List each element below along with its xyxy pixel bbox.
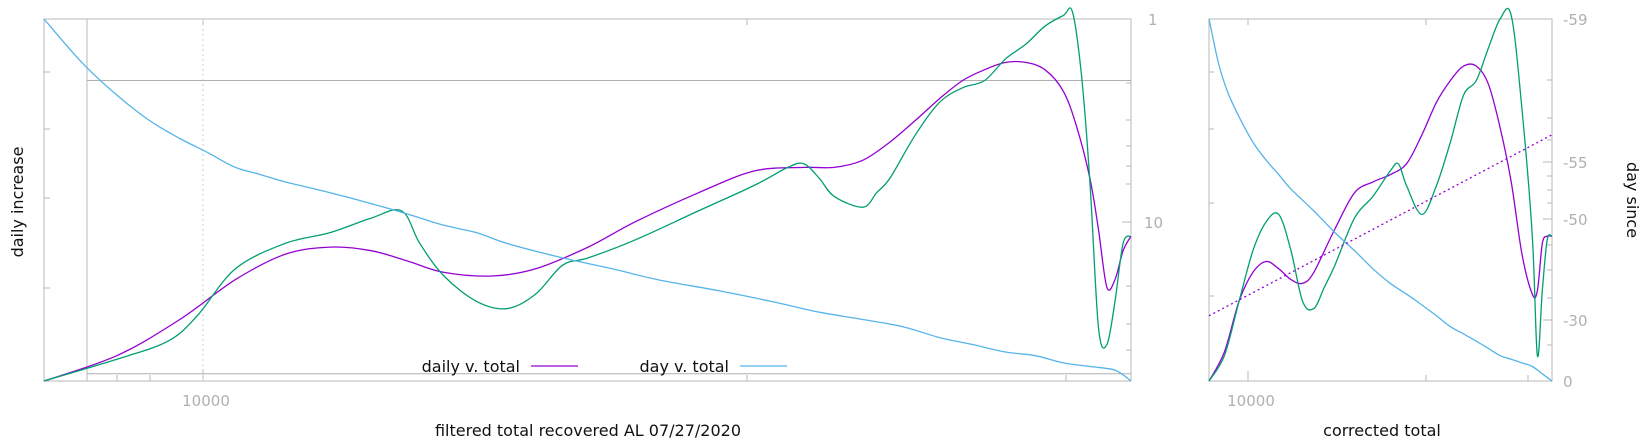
main-y-axis-label: daily increase — [8, 147, 27, 258]
side-plot-frame — [1208, 18, 1553, 382]
side-y2-tick-label: -30 — [1563, 312, 1588, 330]
main-series-line-2 — [43, 18, 1132, 382]
legend-label-day: day v. total — [640, 357, 730, 376]
legend-label-daily: daily v. total — [422, 357, 520, 376]
main-y2-tick-label: 1 — [1148, 11, 1158, 29]
main-plot-frame — [43, 18, 1132, 382]
side-plot-panel: 10000 -59 -55 -50 -30 0 corrected total … — [1208, 7, 1640, 440]
main-plot-panel: 10000 1 10 filtered total recovered AL 0… — [8, 7, 1163, 440]
side-series-line-0 — [1208, 63, 1553, 382]
legend: daily v. total day v. total — [422, 357, 787, 376]
side-x-tick-label: 10000 — [1227, 392, 1275, 410]
side-series-line-1 — [1208, 7, 1553, 382]
main-y2-tick-label: 10 — [1144, 214, 1163, 232]
side-y2-tick-label: -55 — [1563, 154, 1588, 172]
side-y2-tick-label: -50 — [1563, 211, 1588, 229]
main-x-axis-label: filtered total recovered AL 07/27/2020 — [435, 421, 741, 440]
main-x-tick-label: 10000 — [182, 392, 230, 410]
side-y2-tick-label: -59 — [1563, 11, 1588, 29]
side-series-line-3 — [1208, 134, 1553, 317]
side-y-axis-label: day since — [1623, 162, 1640, 238]
side-x-axis-label: corrected total — [1323, 421, 1441, 440]
side-series-line-2 — [1208, 18, 1553, 382]
side-y2-tick-label: 0 — [1563, 373, 1573, 391]
main-series-line-1 — [43, 7, 1132, 382]
main-series-line-0 — [43, 60, 1132, 382]
